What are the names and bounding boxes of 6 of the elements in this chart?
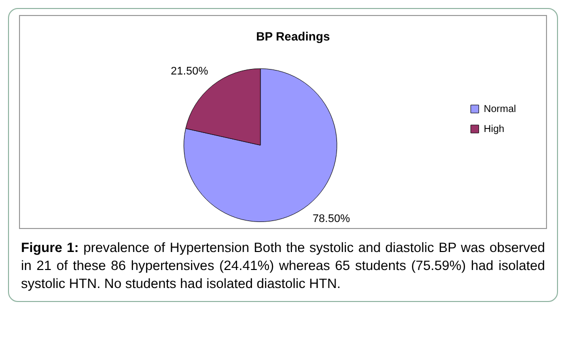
legend-label: High (484, 124, 504, 135)
caption: Figure 1: prevalence of Hypertension Both the systolic and diastolic BP was observed in 21 of these 86 hypertensives (24.41%) whereas 65 students (75.59%) had isolated systolic HTN. No students had isolated diastolic HTN. (21, 240, 545, 291)
data-label: 78.50% (312, 213, 350, 226)
data-label: 21.50% (170, 65, 208, 78)
chart-title: BP Readings (256, 30, 330, 44)
legend-label: Normal (484, 104, 516, 115)
